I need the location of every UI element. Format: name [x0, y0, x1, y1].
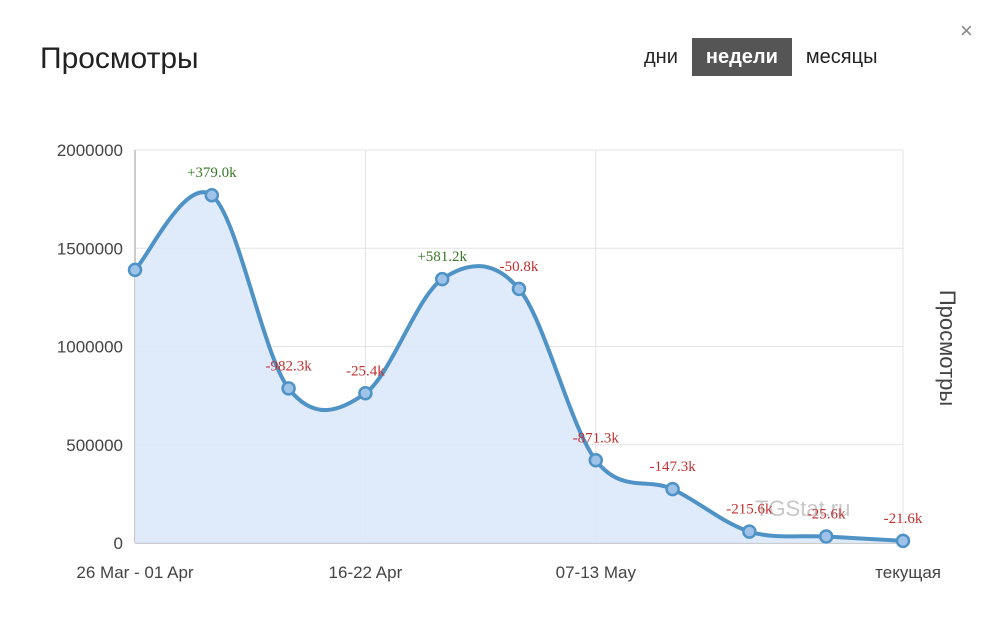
data-point [511, 281, 527, 297]
x-tick-label: 16-22 Apr [329, 563, 403, 582]
chart-points [127, 187, 911, 549]
data-label: -147.3k [649, 459, 696, 475]
y-tick-label: 500000 [66, 436, 123, 455]
data-label: -25.4k [346, 363, 385, 379]
data-label: -982.3k [265, 358, 312, 374]
chart-data-labels: +379.0k -982.3k -25.4k +581.2k -50.8k -871.3k… [187, 165, 923, 527]
data-point [665, 481, 680, 497]
y-tick-label: 1000000 [57, 338, 123, 357]
data-point [204, 187, 220, 203]
y-axis-ticks: 0 500000 1000000 1500000 2000000 [57, 141, 123, 553]
data-point [588, 453, 604, 468]
close-icon[interactable]: × [960, 18, 973, 43]
period-weeks-button[interactable]: недели [691, 38, 792, 76]
page-title: Просмотры [40, 42, 199, 75]
x-axis-ticks: 26 Mar - 01 Apr 16-22 Apr 07-13 May текущая [76, 563, 941, 582]
period-days-button[interactable]: дни [644, 46, 678, 68]
data-point [895, 533, 911, 549]
x-tick-label: текущая [875, 563, 941, 582]
watermark: TGStat.ru [755, 496, 850, 521]
data-point [434, 271, 450, 287]
y-tick-label: 2000000 [57, 141, 123, 160]
x-tick-label: 07-13 May [556, 563, 637, 582]
data-label: -871.3k [573, 430, 620, 446]
chart-area [135, 192, 903, 543]
period-switch: дни недели месяцы [630, 38, 891, 76]
data-point [281, 381, 296, 396]
y-tick-label: 0 [114, 534, 123, 553]
data-label: +581.2k [417, 249, 467, 265]
y-tick-label: 1500000 [57, 239, 123, 258]
data-label: +379.0k [187, 165, 237, 181]
data-label: -50.8k [500, 259, 539, 275]
data-label: -215.6k [726, 502, 773, 518]
data-point [127, 262, 143, 278]
y-axis-title: Просмотры [935, 290, 960, 406]
data-point [818, 529, 834, 544]
y-axis-label: Просмотры [935, 290, 960, 406]
data-point [742, 524, 757, 539]
period-months-button[interactable]: месяцы [805, 46, 878, 68]
watermark-text: TGStat.ru [755, 496, 850, 521]
area-fill [135, 192, 903, 543]
data-label: -21.6k [884, 511, 923, 527]
data-label: -25.6k [807, 507, 846, 523]
data-point [358, 386, 373, 401]
x-tick-label: 26 Mar - 01 Apr [76, 563, 194, 582]
